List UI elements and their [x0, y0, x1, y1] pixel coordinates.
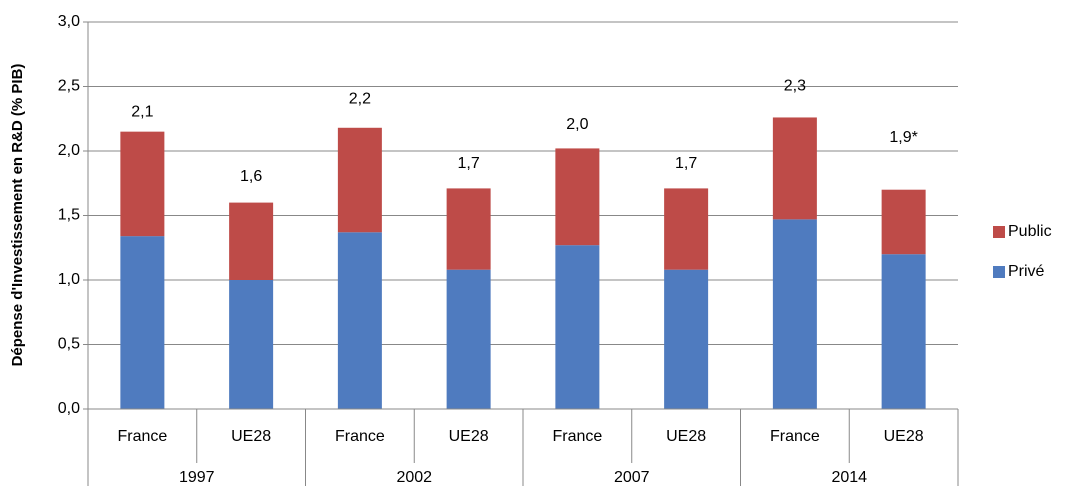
bar-segment: [881, 189, 926, 255]
legend-swatch: [993, 266, 1005, 278]
bar-segment: [446, 269, 491, 409]
x-tick-label: UE28: [449, 428, 489, 445]
y-tick-label: 1,0: [58, 271, 80, 288]
group-label: 2007: [614, 469, 650, 486]
y-tick-label: 2,0: [58, 142, 80, 159]
bar-segment: [337, 232, 382, 409]
y-tick-label: 0,0: [58, 400, 80, 417]
bar-segment: [555, 245, 600, 409]
x-tick-label: UE28: [884, 428, 924, 445]
legend-swatch: [993, 226, 1005, 238]
y-tick-label: 0,5: [58, 336, 80, 353]
total-label: 1,7: [675, 155, 697, 172]
bar-segment: [229, 202, 274, 280]
x-tick-label: France: [117, 428, 167, 445]
y-tick-label: 1,5: [58, 207, 80, 224]
total-label: 1,9*: [889, 129, 917, 146]
legend-label: Privé: [1008, 263, 1045, 280]
total-label: 1,7: [458, 155, 480, 172]
bar-segment: [664, 269, 709, 409]
total-label: 2,2: [349, 90, 371, 107]
total-label: 1,6: [240, 168, 262, 185]
bar-segment: [120, 131, 165, 237]
y-axis-label: Dépense d'Investissement en R&D (% PIB): [9, 64, 26, 367]
group-label: 2014: [831, 469, 867, 486]
total-label: 2,0: [566, 116, 588, 133]
y-tick-label: 3,0: [58, 13, 80, 30]
total-label: 2,3: [784, 78, 806, 95]
legend-label: Public: [1008, 223, 1052, 240]
bar-segment: [772, 117, 817, 220]
bar-segment: [120, 236, 165, 409]
bar-segment: [881, 254, 926, 409]
bar-segment: [337, 127, 382, 233]
x-tick-label: UE28: [666, 428, 706, 445]
bar-segment: [555, 148, 600, 246]
x-tick-label: France: [552, 428, 602, 445]
y-tick-label: 2,5: [58, 78, 80, 95]
bar-segment: [772, 219, 817, 409]
x-tick-label: UE28: [231, 428, 271, 445]
x-tick-label: France: [335, 428, 385, 445]
bar-segment: [229, 280, 274, 409]
group-label: 1997: [179, 469, 215, 486]
total-label: 2,1: [131, 103, 153, 120]
group-label: 2002: [396, 469, 432, 486]
x-tick-label: France: [770, 428, 820, 445]
bar-segment: [664, 188, 709, 270]
bar-segment: [446, 188, 491, 270]
